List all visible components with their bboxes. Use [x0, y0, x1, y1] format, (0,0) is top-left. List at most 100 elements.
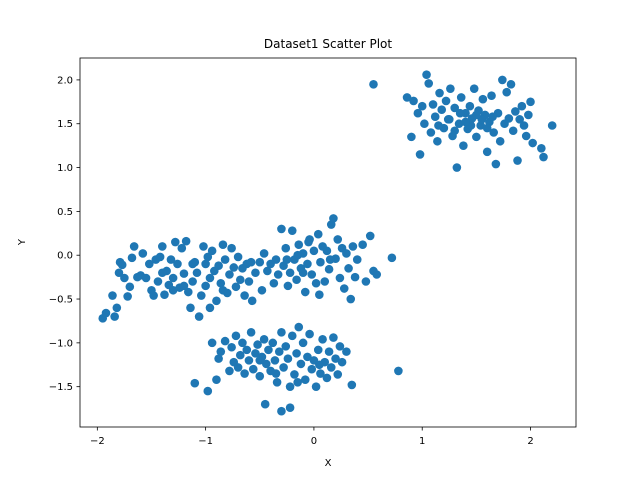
scatter-point [220, 255, 230, 264]
scatter-point [282, 255, 292, 264]
scatter-point [112, 303, 122, 313]
scatter-point [158, 268, 167, 278]
scatter-point [311, 382, 321, 391]
scatter-point [517, 101, 527, 111]
y-axis-label: Y [17, 238, 28, 246]
scatter-point [244, 277, 254, 286]
scatter-point [430, 112, 440, 122]
scatter-point [469, 84, 479, 93]
scatter-point [318, 335, 327, 344]
scatter-point [300, 287, 310, 297]
scatter-point [465, 101, 475, 111]
scatter-point [194, 312, 204, 321]
scatter-point [129, 242, 139, 251]
scatter-point [511, 107, 520, 116]
scatter-point [203, 252, 213, 262]
scatter-point [190, 378, 200, 388]
scatter-point [166, 255, 176, 264]
scatter-point [225, 366, 234, 376]
scatter-point [272, 377, 282, 387]
scatter-point [515, 115, 524, 124]
scatter-point [253, 340, 262, 349]
y-tick-label: 1.5 [57, 119, 73, 130]
scatter-point [168, 285, 178, 295]
scatter-point [455, 108, 465, 118]
scatter-point [158, 242, 167, 251]
scatter-point [454, 119, 464, 129]
scatter-point [478, 94, 488, 104]
scatter-point [283, 281, 293, 291]
scatter-point [196, 291, 206, 300]
scatter-point [482, 147, 492, 157]
scatter-point [322, 373, 332, 383]
scatter-point [138, 249, 148, 258]
scatter-point [261, 359, 271, 369]
scatter-point [437, 105, 447, 115]
scatter-point [409, 96, 418, 106]
scatter-point [277, 328, 286, 337]
scatter-point [281, 342, 291, 351]
scatter-point [294, 322, 304, 332]
scatter-point [212, 296, 221, 306]
scatter-point [141, 273, 151, 283]
scatter-point [350, 272, 360, 282]
scatter-point [358, 240, 367, 249]
y-tick-label: 2.0 [57, 75, 73, 86]
scatter-point [260, 399, 270, 409]
scatter-point [285, 382, 295, 391]
scatter-point [283, 354, 293, 363]
scatter-point [292, 275, 301, 285]
scatter-point [482, 123, 492, 133]
scatter-point [296, 359, 306, 369]
scatter-point [216, 278, 226, 288]
scatter-point [271, 255, 281, 264]
scatter-point [322, 246, 332, 256]
scatter-point [216, 347, 226, 356]
scatter-point [110, 312, 119, 321]
scatter-point [281, 243, 291, 253]
scatter-point [255, 356, 265, 365]
points-layer [98, 70, 557, 416]
scatter-point [259, 335, 269, 344]
scatter-point [220, 336, 230, 346]
scatter-point [227, 243, 236, 253]
y-tick-label: −1.0 [49, 338, 73, 349]
scatter-point [307, 270, 317, 279]
scatter-point [277, 406, 286, 416]
scatter-point [235, 350, 245, 360]
scatter-point [508, 126, 518, 136]
scatter-point [125, 282, 135, 292]
scatter-point [199, 242, 208, 251]
scatter-point [422, 70, 431, 79]
scatter-point [420, 119, 429, 129]
scatter-point [127, 253, 137, 263]
scatter-point [205, 273, 215, 283]
scatter-point [495, 136, 505, 146]
scatter-point [498, 75, 507, 85]
scatter-point [120, 273, 129, 283]
scatter-point [461, 117, 470, 127]
scatter-point [257, 285, 267, 295]
scatter-point [259, 249, 269, 258]
scatter-point [521, 131, 531, 141]
scatter-point [207, 246, 217, 256]
scatter-point [309, 246, 319, 256]
scatter-point [335, 273, 345, 283]
scatter-point [489, 128, 498, 137]
scatter-point [188, 277, 197, 286]
x-tick-label: 2 [527, 436, 533, 447]
scatter-point [315, 360, 324, 370]
scatter-point [255, 371, 265, 381]
scatter-point [287, 226, 297, 235]
scatter-point [441, 96, 451, 106]
scatter-point [214, 354, 223, 363]
scatter-point [251, 268, 260, 278]
scatter-point [504, 114, 514, 123]
x-axis-ticks: −2 −1 0 1 2 [90, 427, 534, 447]
scatter-point [233, 363, 243, 372]
scatter-point [238, 338, 247, 348]
scatter-point [240, 291, 249, 300]
scatter-point [326, 363, 336, 372]
